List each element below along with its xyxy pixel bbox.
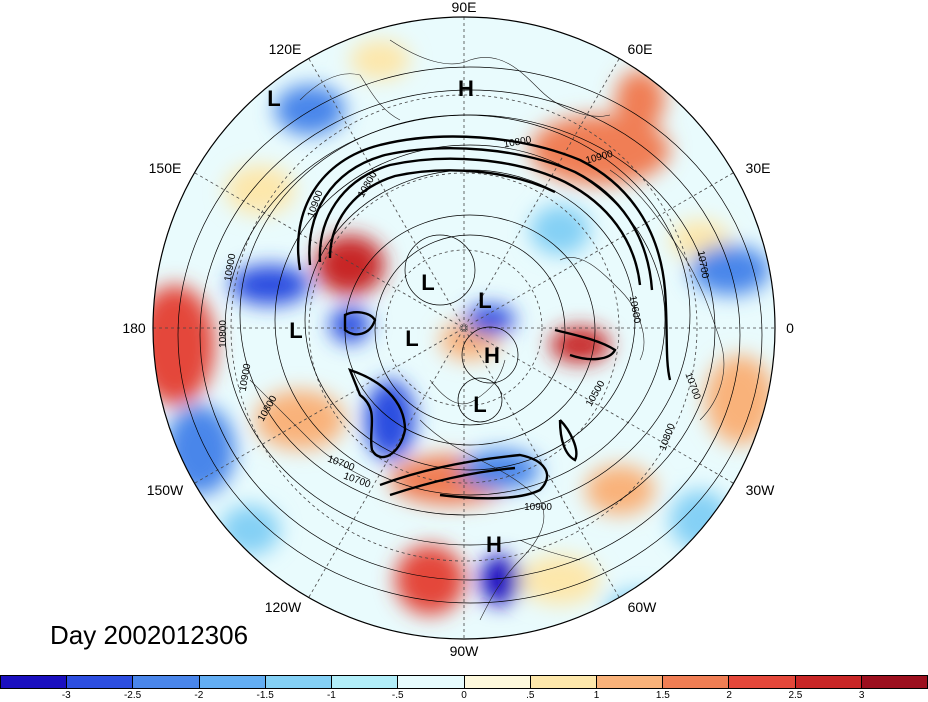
low-center-label: L xyxy=(267,86,280,111)
colorbar-tick-label: -2.5 xyxy=(123,690,142,701)
contour-label: 10900 xyxy=(524,502,552,513)
colorbar-segment xyxy=(67,676,134,688)
longitude-label-0: 0 xyxy=(786,320,794,336)
colorbar-segment xyxy=(398,676,465,688)
low-center-label: L xyxy=(478,288,491,313)
colorbar-segment xyxy=(332,676,399,688)
colorbar-tick-label: -2 xyxy=(194,690,204,701)
map-boundary xyxy=(152,16,776,640)
longitude-label-90w: 90W xyxy=(450,643,480,659)
colorbar-segment xyxy=(729,676,796,688)
contour-label: 10700 xyxy=(695,250,711,280)
high-center-label: H xyxy=(486,532,502,557)
longitude-label-90e: 90E xyxy=(452,0,477,15)
longitude-label-180: 180 xyxy=(122,320,146,336)
colorbar-tick-label: 0 xyxy=(461,690,467,701)
high-center-label: H xyxy=(484,343,500,368)
colorbar-tick-label: 2.5 xyxy=(788,690,803,701)
day-label: Day 2002012306 xyxy=(50,620,249,650)
high-center-label: H xyxy=(458,76,474,101)
colorbar-segment xyxy=(464,676,531,688)
colorbar-segment xyxy=(861,676,928,688)
colorbar-segment xyxy=(596,676,664,688)
longitude-label-60e: 60E xyxy=(628,41,653,57)
longitude-label-30e: 30E xyxy=(746,160,771,176)
colorbar-segment xyxy=(663,676,730,688)
contour-label: 10800 xyxy=(218,320,229,348)
colorbar-segment xyxy=(133,676,200,688)
colorbar-tick-label: -1.5 xyxy=(256,690,274,701)
longitude-label-150w: 150W xyxy=(147,482,184,498)
colorbar xyxy=(0,675,928,689)
colorbar-tick-label: 1 xyxy=(593,690,600,701)
colorbar-tick-label: 2 xyxy=(726,690,732,701)
colorbar-segment xyxy=(1,676,68,688)
colorbar-segment xyxy=(530,676,597,688)
colorbar-segment xyxy=(265,676,333,688)
colorbar-tick-label: 1.5 xyxy=(655,690,670,701)
low-center-label: L xyxy=(421,270,434,295)
longitude-label-120w: 120W xyxy=(265,599,302,615)
contour-label: 10600 xyxy=(627,295,643,325)
colorbar-tick-label: -3 xyxy=(61,690,71,701)
colorbar-tick-label: .5 xyxy=(526,690,535,701)
low-center-label: L xyxy=(405,326,418,351)
coastlines xyxy=(249,39,725,621)
anomaly-field xyxy=(153,17,775,639)
longitude-label-60w: 60W xyxy=(628,599,658,615)
contour-label: 10900 xyxy=(238,362,254,392)
colorbar-tick-label: 3 xyxy=(858,690,865,701)
contour-label: 10900 xyxy=(223,252,239,282)
colorbar-tick-label: -.5 xyxy=(391,690,404,701)
colorbar-tick-label: -1 xyxy=(326,690,336,701)
colorbar-segment xyxy=(199,676,266,688)
longitude-labels: 90E 60E 30E 0 30W 60W 90W 120W 150W 180 150E 120E xyxy=(122,0,794,659)
longitude-label-30w: 30W xyxy=(746,482,776,498)
longitude-label-150e: 150E xyxy=(149,160,182,176)
low-center-label: L xyxy=(289,318,302,343)
jet-streams xyxy=(296,135,672,500)
colorbar-tick-labels: -3 -2.5 -2 -1.5 -1 -.5 0 .5 1 1.5 2 2.5 3 xyxy=(0,690,928,702)
contour-label: 10800 xyxy=(503,135,533,151)
height-contours xyxy=(177,66,763,604)
low-center-label: L xyxy=(473,392,486,417)
longitude-label-120e: 120E xyxy=(269,41,302,57)
colorbar-segment xyxy=(795,676,862,688)
graticule xyxy=(153,17,775,639)
